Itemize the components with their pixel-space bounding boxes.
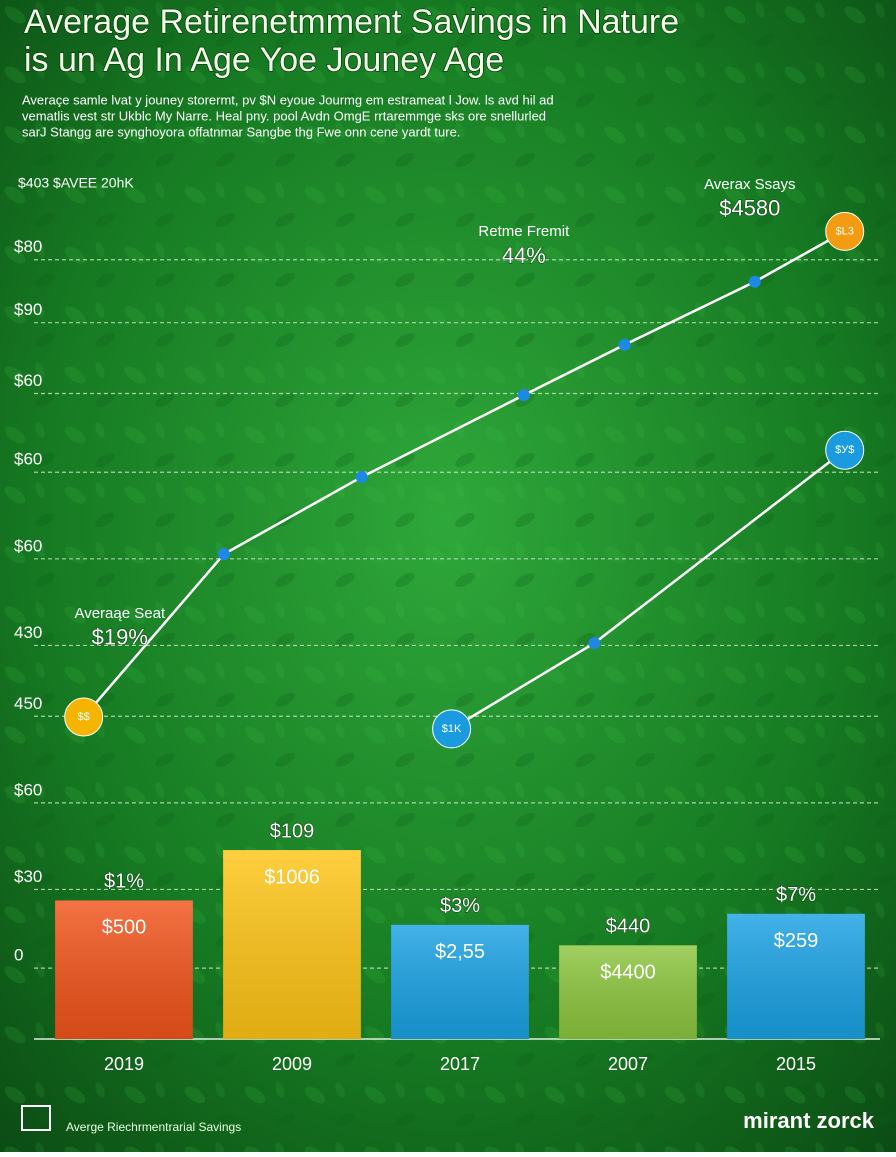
x-tick-label: 2009	[272, 1054, 312, 1074]
annotation-title: Averaąe Seat	[74, 605, 165, 622]
annotation-value: $4580	[719, 196, 780, 221]
point	[517, 389, 530, 402]
footer-icon	[21, 1105, 51, 1131]
annotation-title: Retme Fremit	[478, 223, 570, 240]
y-tick-label: $30	[14, 867, 42, 886]
inner-label: $4400	[600, 962, 656, 984]
bar-shine	[727, 913, 865, 1039]
inner-label: $2,55	[435, 941, 485, 963]
endpoint-marker	[432, 709, 472, 749]
x-tick-label: 2007	[608, 1054, 648, 1074]
bar-shine	[223, 850, 361, 1039]
value-label: $7%	[776, 884, 816, 906]
x-tick-label: 2015	[776, 1054, 816, 1074]
point	[355, 470, 368, 483]
value-label: $109	[270, 820, 315, 842]
y-tick-label: $60	[14, 371, 42, 390]
endpoint-marker	[64, 697, 104, 737]
subtitle: Averaçe samle lvat y jouney storermt, pv…	[22, 92, 554, 107]
point	[217, 548, 230, 561]
endpoint-label: $L3	[836, 225, 854, 237]
y-tick-label: 430	[14, 623, 42, 642]
inner-label: $500	[102, 917, 147, 939]
point	[618, 338, 631, 351]
value-label: $3%	[440, 895, 480, 917]
subtitle: sarJ Stangg are synghoyora offatnmar San…	[22, 124, 460, 139]
bar-shine	[559, 945, 697, 1039]
y-tick-label: 450	[14, 694, 42, 713]
point	[588, 637, 601, 650]
annotation-value: 44%	[502, 243, 546, 268]
header-note: $403 $AVEE 20hK	[18, 175, 134, 191]
endpoint-marker	[825, 430, 865, 470]
value-label: $1%	[104, 871, 144, 893]
chart-title: Average Retirenetmment Savings in Nature	[24, 3, 679, 41]
annotation-title: Averax Ssays	[704, 176, 795, 193]
endpoint-label: $$	[78, 711, 90, 723]
bar-shine	[55, 900, 193, 1039]
footer-left: Averge Riechrmentrarial Savings	[66, 1120, 241, 1134]
y-tick-label: $80	[14, 237, 42, 256]
y-tick-label: $60	[14, 450, 42, 469]
inner-label: $259	[774, 930, 819, 952]
value-label: $440	[606, 916, 651, 938]
x-tick-label: 2017	[440, 1054, 480, 1074]
y-tick-label: 0	[14, 946, 23, 965]
inner-label: $1006	[264, 866, 320, 888]
endpoint-label: $1K	[442, 723, 462, 735]
subtitle: vematlis vest str Ukblc My Narre. Heal p…	[22, 108, 546, 123]
endpoint-marker	[825, 211, 865, 251]
point	[748, 275, 761, 288]
y-tick-label: $90	[14, 300, 42, 319]
annotation-value: $19%	[92, 625, 148, 650]
x-tick-label: 2019	[104, 1054, 144, 1074]
bar-shine	[391, 924, 529, 1039]
chart-title: is un Ag In Age Yoe Jouney Age	[24, 41, 504, 79]
y-tick-label: $60	[14, 780, 42, 799]
endpoint-label: $У$	[835, 444, 854, 456]
footer-right: mirant zorck	[743, 1108, 875, 1133]
y-tick-label: $60	[14, 536, 42, 555]
